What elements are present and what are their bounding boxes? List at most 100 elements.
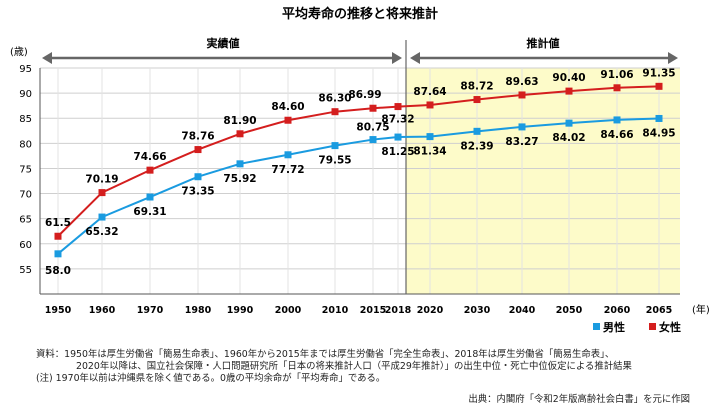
note-line: 2020年以降は、国立社会保障・人口問題研究所「日本の将来推計人口（平成29年推…: [76, 361, 632, 373]
data-label: 65.32: [85, 226, 118, 238]
data-label: 82.39: [460, 140, 493, 152]
x-tick-label: 2065: [646, 305, 672, 316]
life-expectancy-chart: 平均寿命の推移と将来推計 55 60 65 70 75 80 85 90 95 (歳) (年) 1950…: [10, 6, 710, 334]
data-label: 69.31: [133, 206, 166, 218]
data-label: 90.40: [552, 72, 585, 84]
forecast-region: [406, 68, 680, 294]
data-label: 89.63: [505, 76, 538, 88]
data-point: [655, 82, 663, 90]
data-label: 84.02: [552, 132, 585, 144]
period-label-forecast: 推計値: [527, 36, 560, 50]
data-point: [369, 136, 377, 144]
y-tick-label: 70: [19, 190, 32, 201]
chart-title: 平均寿命の推移と将来推計: [282, 6, 438, 22]
data-point: [613, 116, 621, 124]
x-tick-label: 2050: [556, 305, 583, 316]
data-point: [54, 232, 62, 240]
data-label: 87.32: [381, 114, 414, 126]
data-label: 84.60: [271, 101, 304, 113]
data-point: [565, 119, 573, 127]
data-point: [473, 127, 481, 135]
x-tick-label: 2030: [464, 305, 491, 316]
y-tick-label: 90: [19, 89, 32, 100]
legend-label: 男性: [603, 320, 625, 334]
data-label: 74.66: [133, 151, 166, 163]
actual-period-arrow-head-left: [42, 52, 52, 64]
data-point: [194, 173, 202, 181]
data-point: [98, 189, 106, 197]
data-label: 81.90: [223, 115, 256, 127]
data-point: [518, 91, 526, 99]
data-point: [473, 96, 481, 104]
y-tick-label: 65: [19, 215, 32, 226]
x-tick-label: 2018: [385, 305, 412, 316]
x-axis-label: (年): [692, 303, 710, 316]
data-point: [394, 103, 402, 111]
data-label: 61.5: [45, 217, 71, 229]
y-tick-label: 60: [19, 240, 32, 251]
data-label: 79.55: [318, 155, 351, 167]
data-label: 83.27: [505, 136, 538, 148]
data-label: 77.72: [271, 164, 304, 176]
data-label: 84.95: [642, 127, 675, 139]
x-tick-label: 1950: [45, 305, 72, 316]
legend-swatch: [649, 323, 656, 330]
y-tick-label: 55: [19, 265, 32, 276]
data-point: [98, 213, 106, 221]
x-tick-label: 1980: [185, 305, 212, 316]
y-tick-label: 95: [19, 64, 32, 75]
data-point: [54, 250, 62, 258]
data-point: [194, 146, 202, 154]
y-tick-label: 75: [19, 164, 32, 175]
data-label: 80.75: [356, 122, 389, 134]
x-tick-label: 2020: [417, 305, 444, 316]
data-point: [394, 133, 402, 141]
data-label: 88.72: [460, 81, 493, 93]
y-tick-label: 85: [19, 114, 32, 125]
x-tick-label: 1970: [137, 305, 164, 316]
data-point: [426, 101, 434, 109]
data-label: 86.30: [318, 93, 351, 105]
x-tick-label: 1990: [227, 305, 254, 316]
period-label-actual: 実績値: [207, 36, 240, 50]
legend-label: 女性: [659, 320, 681, 334]
data-point: [146, 166, 154, 174]
actual-period-arrow-head-right: [392, 52, 402, 64]
data-label: 73.35: [181, 186, 214, 198]
x-tick-label: 1960: [89, 305, 116, 316]
data-point: [426, 133, 434, 141]
data-point: [236, 130, 244, 138]
data-label: 84.66: [600, 129, 633, 141]
x-tick-label: 2000: [275, 305, 302, 316]
data-point: [146, 193, 154, 201]
x-tick-label: 2010: [322, 305, 349, 316]
legend-swatch: [593, 323, 600, 330]
data-point: [565, 87, 573, 95]
notes: 資料：1950年は厚生労働省「簡易生命表」、1960年から2015年までは厚生労…: [36, 349, 712, 386]
data-point: [284, 116, 292, 124]
data-point: [284, 151, 292, 159]
x-tick-label: 2060: [604, 305, 631, 316]
data-label: 91.35: [642, 67, 675, 79]
x-tick-label: 2040: [509, 305, 536, 316]
data-label: 91.06: [600, 69, 633, 81]
data-label: 81.25: [381, 146, 414, 158]
data-label: 87.64: [413, 86, 446, 98]
y-tick-label: 80: [19, 139, 32, 150]
forecast-period-arrow-head-left: [410, 52, 420, 64]
data-point: [236, 160, 244, 168]
y-axis-label: (歳): [10, 46, 28, 58]
data-label: 70.19: [85, 174, 118, 186]
data-label: 81.34: [413, 146, 446, 158]
data-label: 75.92: [223, 173, 256, 185]
data-label: 58.0: [45, 265, 71, 277]
data-point: [613, 84, 621, 92]
forecast-period-arrow-head-right: [668, 52, 678, 64]
data-point: [518, 123, 526, 131]
data-point: [331, 108, 339, 116]
source-credit: 出典：内閣府「令和2年版高齢社会白書」を元に作図: [468, 394, 690, 405]
note-line: (注) 1970年以前は沖縄県を除く値である。0歳の平均余命が「平均寿命」である…: [36, 373, 386, 385]
data-label: 86.99: [348, 89, 381, 101]
data-point: [369, 104, 377, 112]
x-tick-label: 2015: [360, 305, 386, 316]
